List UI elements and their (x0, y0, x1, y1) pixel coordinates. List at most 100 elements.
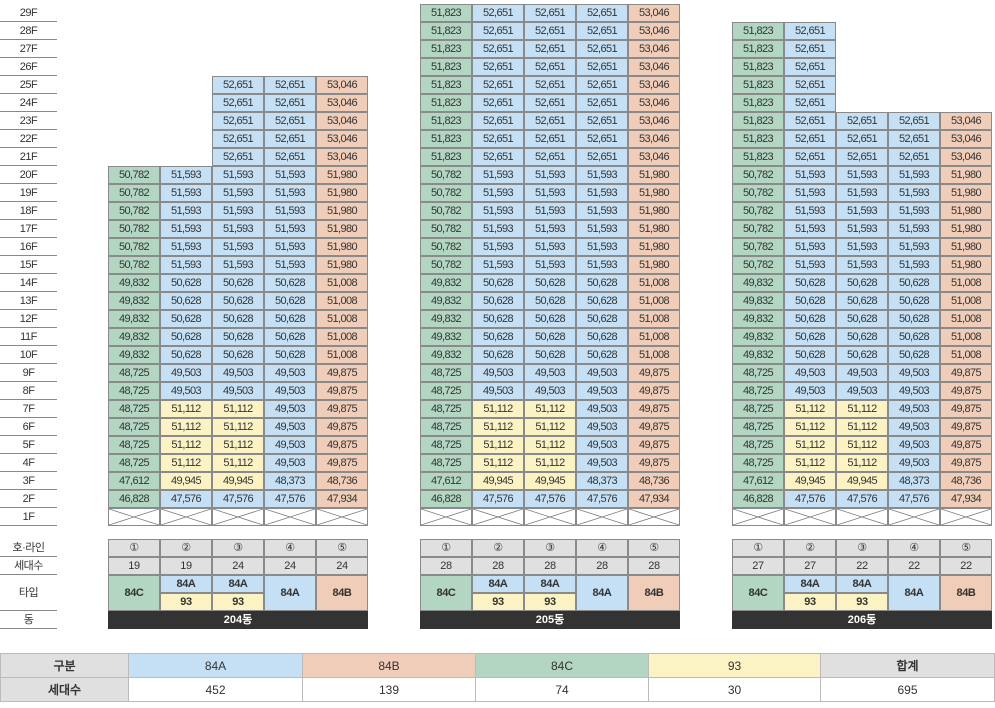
unit-price-cell: 49,503 (888, 436, 940, 454)
floor-label: 10F (0, 346, 57, 364)
unit-type: 84A (160, 575, 212, 593)
unit-price-cell: 49,503 (888, 418, 940, 436)
unit-price-cell: 51,593 (836, 166, 888, 184)
unit-price-cell: 49,503 (836, 364, 888, 382)
unit-type: 84C (108, 575, 160, 611)
unit-price-cell: 51,008 (316, 274, 368, 292)
unit-price-cell: 51,823 (732, 94, 784, 112)
unit-price-cell: 51,008 (940, 274, 992, 292)
unit-price-cell: 52,651 (524, 76, 576, 94)
unit-price-cell: 49,832 (420, 346, 472, 364)
unit-price-cell: 50,628 (472, 274, 524, 292)
unit-type: 93 (472, 593, 524, 611)
unit-price-cell: 49,875 (628, 382, 680, 400)
unit-price-cell: 51,593 (524, 220, 576, 238)
unit-price-cell: 51,593 (576, 220, 628, 238)
unit-price-cell: 49,503 (576, 436, 628, 454)
unit-price-cell: 51,980 (628, 166, 680, 184)
unit-price-cell: 52,651 (836, 130, 888, 148)
unit-price-cell: 47,612 (732, 472, 784, 490)
unit-price-cell: 51,593 (264, 238, 316, 256)
ground-floor-empty-cell (888, 508, 940, 526)
unit-price-cell: 51,112 (160, 418, 212, 436)
unit-price-cell: 49,875 (316, 418, 368, 436)
unit-price-cell: 50,628 (212, 310, 264, 328)
unit-price-cell: 52,651 (264, 94, 316, 112)
unit-price-cell: 49,503 (212, 382, 264, 400)
unit-price-cell: 49,503 (160, 382, 212, 400)
unit-price-cell: 51,980 (628, 256, 680, 274)
unit-price-cell: 48,725 (108, 382, 160, 400)
household-count: 28 (472, 557, 524, 575)
unit-price-cell: 51,008 (316, 346, 368, 364)
unit-price-cell: 51,593 (836, 202, 888, 220)
line-number: ④ (888, 539, 940, 557)
unit-price-cell: 50,782 (108, 184, 160, 202)
unit-price-cell: 47,934 (940, 490, 992, 508)
unit-price-cell: 48,725 (420, 418, 472, 436)
floor-label: 4F (0, 454, 57, 472)
floor-label: 6F (0, 418, 57, 436)
unit-price-cell: 48,725 (732, 382, 784, 400)
unit-price-cell: 51,593 (888, 184, 940, 202)
unit-price-cell: 51,823 (732, 148, 784, 166)
unit-price-cell: 51,008 (940, 310, 992, 328)
unit-price-cell: 50,628 (888, 328, 940, 346)
unit-price-cell: 49,503 (472, 364, 524, 382)
ground-floor-empty-cell (264, 508, 316, 526)
unit-price-cell: 48,736 (316, 472, 368, 490)
unit-price-cell: 48,725 (108, 454, 160, 472)
unit-price-cell: 49,503 (264, 364, 316, 382)
unit-price-cell: 51,980 (316, 220, 368, 238)
unit-price-cell: 52,651 (524, 4, 576, 22)
floor-label: 2F (0, 490, 57, 508)
unit-price-cell: 49,832 (732, 328, 784, 346)
unit-price-cell: 50,628 (472, 310, 524, 328)
unit-price-cell: 47,576 (264, 490, 316, 508)
unit-price-cell: 50,628 (212, 328, 264, 346)
unit-price-cell: 49,875 (628, 454, 680, 472)
unit-price-cell: 51,112 (160, 454, 212, 472)
unit-price-cell: 50,628 (836, 346, 888, 364)
unit-price-cell: 53,046 (316, 76, 368, 94)
unit-price-cell: 51,112 (524, 454, 576, 472)
unit-price-cell: 51,112 (836, 400, 888, 418)
unit-price-cell: 50,628 (576, 310, 628, 328)
unit-price-cell: 50,782 (420, 184, 472, 202)
unit-price-cell: 50,628 (836, 274, 888, 292)
unit-price-cell: 51,593 (472, 184, 524, 202)
unit-price-cell: 48,725 (732, 400, 784, 418)
unit-price-cell: 51,980 (940, 220, 992, 238)
unit-price-cell: 47,576 (888, 490, 940, 508)
ground-floor-empty-cell (108, 508, 160, 526)
unit-price-cell: 49,875 (316, 454, 368, 472)
unit-price-cell: 50,628 (472, 292, 524, 310)
unit-price-cell: 49,503 (472, 382, 524, 400)
row-label-dong: 동 (0, 611, 57, 629)
unit-price-cell: 51,823 (420, 112, 472, 130)
line-number: ② (472, 539, 524, 557)
unit-price-cell: 49,832 (732, 346, 784, 364)
unit-price-cell: 51,008 (628, 310, 680, 328)
summary-header-row: 구분 84A 84B 84C 93 합계 (0, 653, 995, 678)
ground-floor-empty-cell (628, 508, 680, 526)
summary-header-total: 합계 (820, 653, 995, 678)
unit-price-cell: 51,593 (472, 202, 524, 220)
unit-price-cell: 50,628 (784, 346, 836, 364)
unit-price-cell: 47,576 (472, 490, 524, 508)
unit-price-cell: 52,651 (576, 58, 628, 76)
unit-type: 84A (212, 575, 264, 593)
summary-count-84a: 452 (128, 677, 303, 702)
unit-price-cell: 48,725 (108, 418, 160, 436)
floor-label: 27F (0, 40, 57, 58)
unit-price-cell: 48,373 (888, 472, 940, 490)
unit-price-cell: 51,112 (160, 400, 212, 418)
unit-price-cell: 50,782 (732, 238, 784, 256)
unit-price-cell: 53,046 (940, 112, 992, 130)
unit-price-cell: 52,651 (212, 130, 264, 148)
unit-price-cell: 53,046 (316, 130, 368, 148)
unit-price-cell: 50,628 (784, 328, 836, 346)
floor-label: 29F (0, 4, 57, 22)
unit-price-cell: 53,046 (628, 112, 680, 130)
unit-price-cell: 51,593 (524, 238, 576, 256)
